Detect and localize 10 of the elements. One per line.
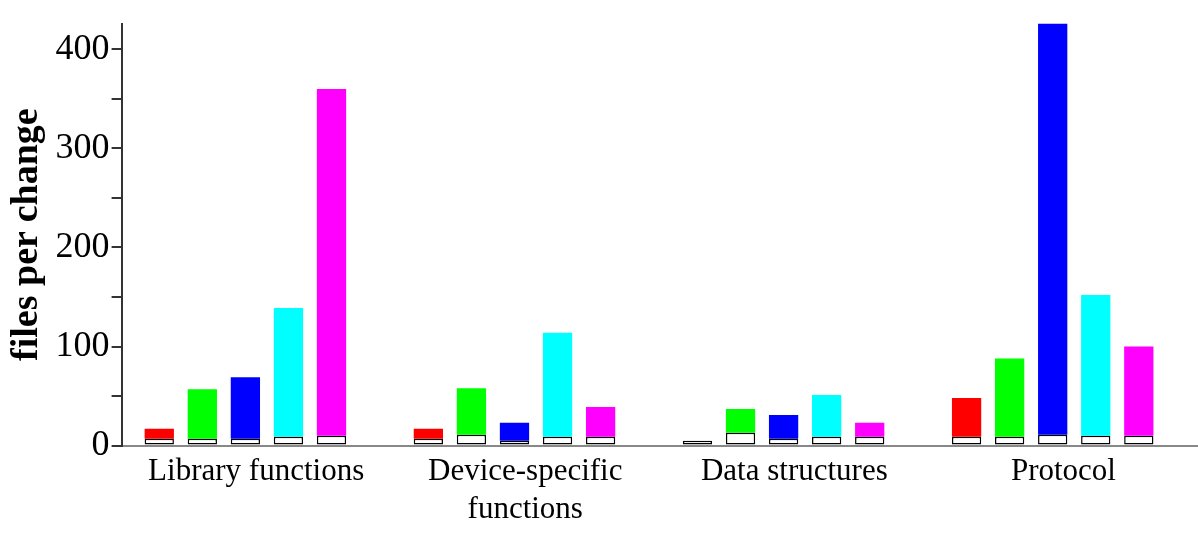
x-tick-label: Library functions <box>148 452 365 488</box>
y-tick-label: 100 <box>55 323 110 364</box>
y-axis-title: files per change <box>2 108 45 361</box>
y-tick-label: 300 <box>55 125 110 166</box>
y-tick-label: 0 <box>91 423 110 464</box>
x-tick-label: Device-specific functions <box>428 452 623 525</box>
y-tick-label: 200 <box>55 224 110 265</box>
x-tick-label: Protocol <box>1010 452 1116 488</box>
x-tick-label: Data structures <box>700 452 888 488</box>
y-tick-label: 400 <box>55 26 110 67</box>
